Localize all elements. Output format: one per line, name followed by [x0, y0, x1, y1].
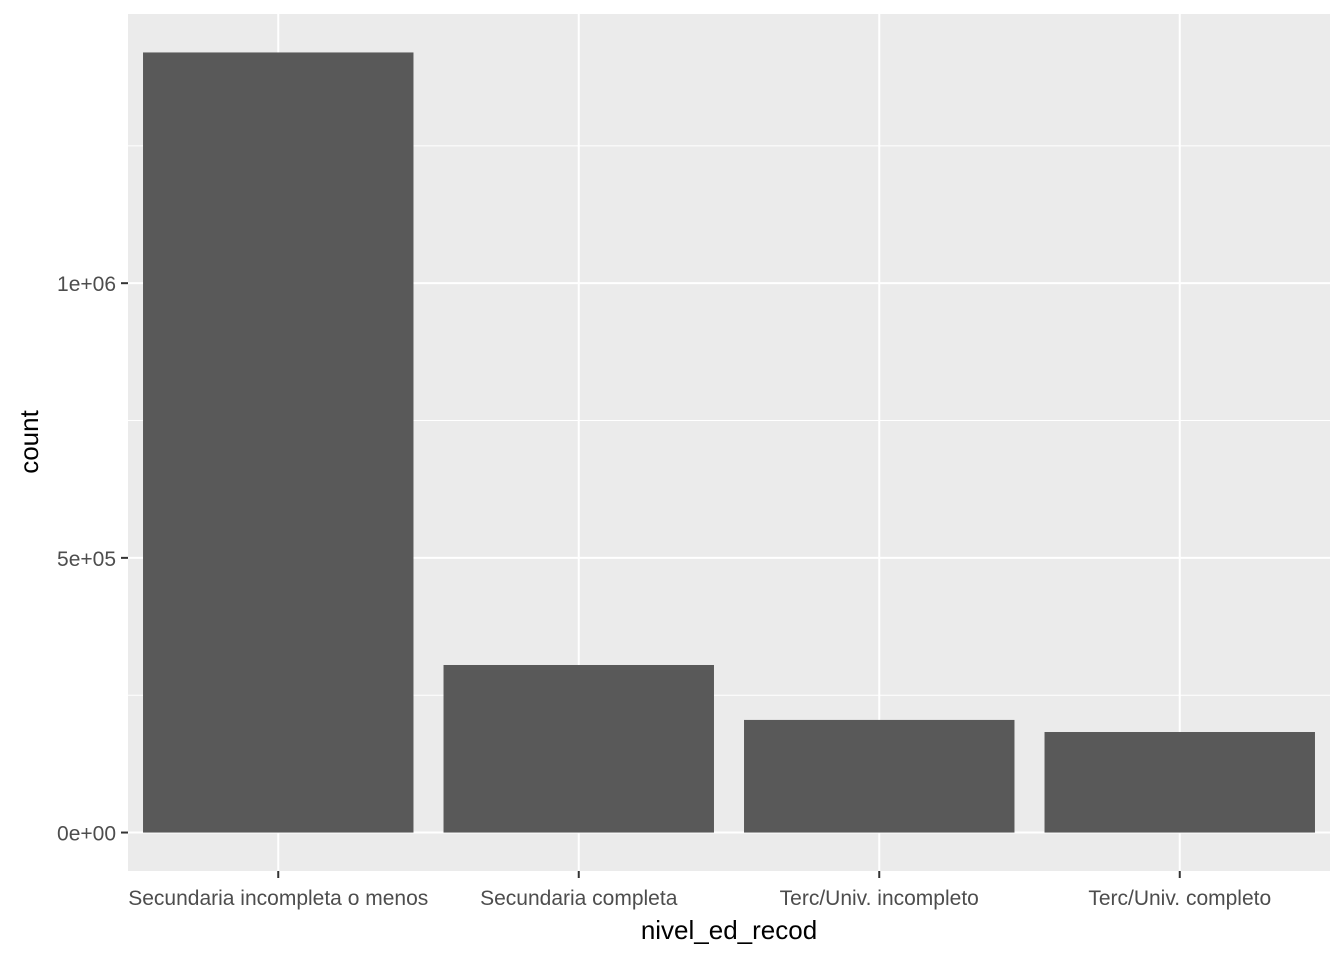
y-tick-label: 0e+00 [57, 823, 116, 846]
x-tick-label: Terc/Univ. incompleto [780, 887, 979, 910]
bar [143, 52, 414, 833]
x-tick-label: Secundaria completa [480, 887, 678, 910]
bar [744, 719, 1015, 833]
bar [443, 664, 714, 833]
x-axis: Secundaria incompleta o menos Secundaria … [128, 871, 1271, 910]
bar [1044, 732, 1315, 833]
x-axis-title: nivel_ed_recod [641, 915, 817, 945]
y-tick-label: 5e+05 [57, 548, 116, 571]
x-tick-label: Secundaria incompleta o menos [128, 887, 428, 910]
y-axis: 0e+00 5e+05 1e+06 [57, 273, 128, 846]
x-tick-label: Terc/Univ. completo [1088, 887, 1271, 910]
bars [143, 52, 1315, 833]
y-tick-label: 1e+06 [57, 273, 116, 296]
y-axis-title: count [14, 409, 44, 473]
